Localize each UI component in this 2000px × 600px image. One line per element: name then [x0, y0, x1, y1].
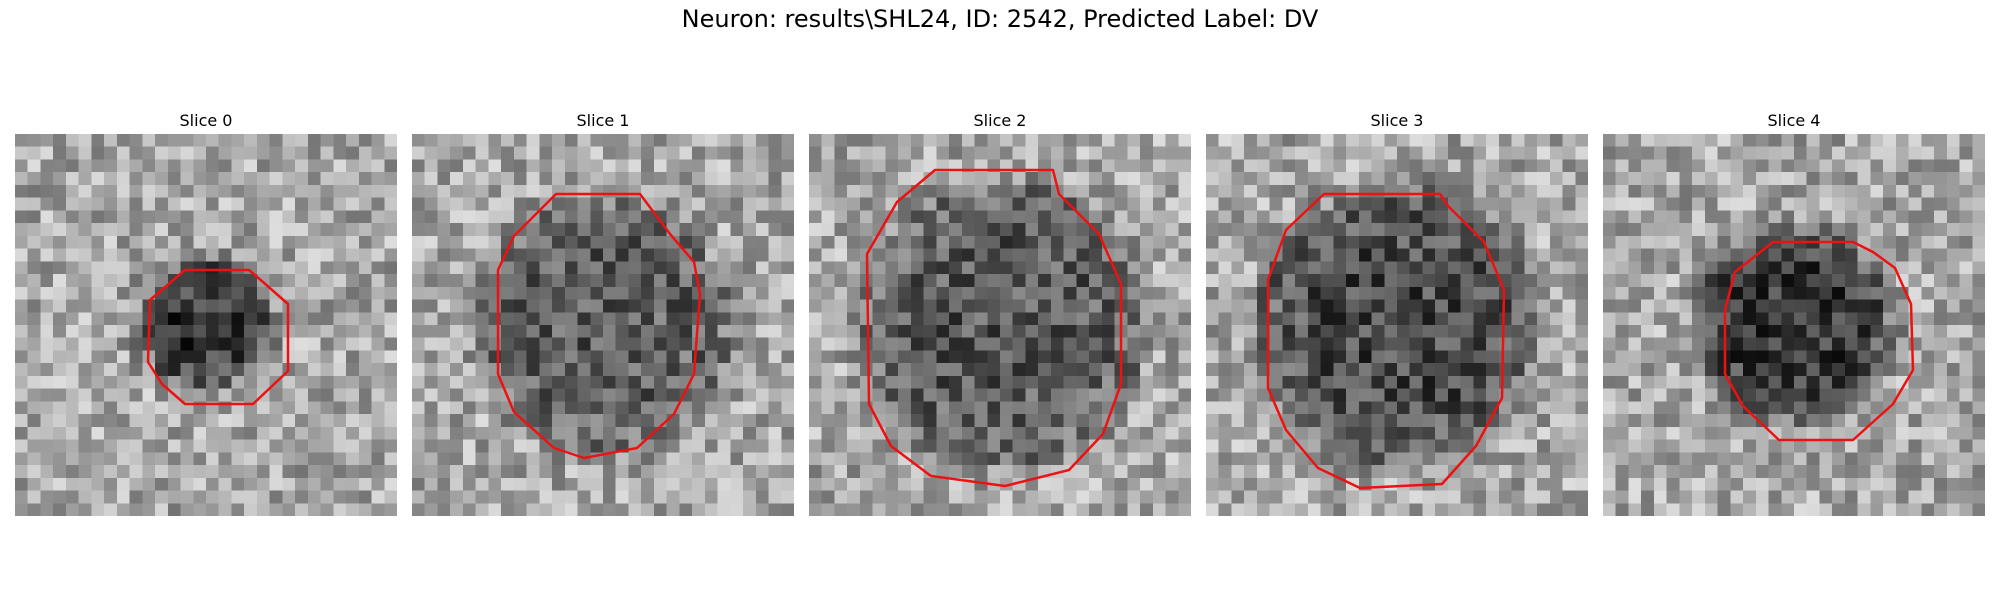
slice-title: Slice 4 — [1767, 111, 1821, 130]
figure-title: Neuron: results\SHL24, ID: 2542, Predict… — [681, 5, 1319, 33]
slice-title: Slice 2 — [973, 111, 1027, 130]
roi-contour-overlay — [1723, 240, 1915, 442]
slice-image — [809, 134, 1191, 516]
roi-contour-overlay — [865, 168, 1123, 488]
slice-image — [412, 134, 794, 516]
slice-panel-4: Slice 4 — [1603, 110, 1985, 516]
roi-contour — [1266, 192, 1506, 490]
roi-contour-overlay — [1266, 192, 1506, 490]
grayscale-pixel-grid — [15, 134, 397, 516]
grayscale-pixel-grid — [412, 134, 794, 516]
slice-panel-3: Slice 3 — [1206, 110, 1588, 516]
slice-title: Slice 3 — [1370, 111, 1424, 130]
slice-image — [1206, 134, 1588, 516]
slice-image — [1603, 134, 1985, 516]
slice-title: Slice 0 — [179, 111, 233, 130]
roi-contour — [1723, 240, 1915, 442]
slice-panel-0: Slice 0 — [15, 110, 397, 516]
roi-contour-overlay — [496, 192, 702, 460]
roi-contour — [496, 192, 702, 460]
roi-contour-overlay — [146, 268, 290, 406]
grayscale-pixel-grid — [809, 134, 1191, 516]
grayscale-pixel-grid — [1603, 134, 1985, 516]
grayscale-pixel-grid — [1206, 134, 1588, 516]
slice-panel-2: Slice 2 — [809, 110, 1191, 516]
roi-contour — [865, 168, 1123, 488]
slice-image — [15, 134, 397, 516]
slice-title: Slice 1 — [576, 111, 630, 130]
roi-contour — [146, 268, 290, 406]
slice-panel-1: Slice 1 — [412, 110, 794, 516]
